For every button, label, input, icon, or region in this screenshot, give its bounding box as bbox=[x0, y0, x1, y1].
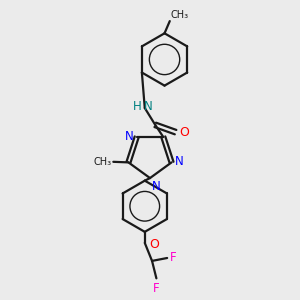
Text: O: O bbox=[149, 238, 159, 251]
Text: CH₃: CH₃ bbox=[171, 10, 189, 20]
Text: N: N bbox=[144, 100, 153, 113]
Text: N: N bbox=[152, 179, 161, 193]
Text: N: N bbox=[175, 155, 184, 168]
Text: F: F bbox=[169, 251, 176, 264]
Text: N: N bbox=[124, 130, 133, 143]
Text: F: F bbox=[153, 282, 160, 295]
Text: O: O bbox=[179, 126, 189, 139]
Text: H: H bbox=[133, 100, 141, 113]
Text: CH₃: CH₃ bbox=[94, 157, 112, 167]
